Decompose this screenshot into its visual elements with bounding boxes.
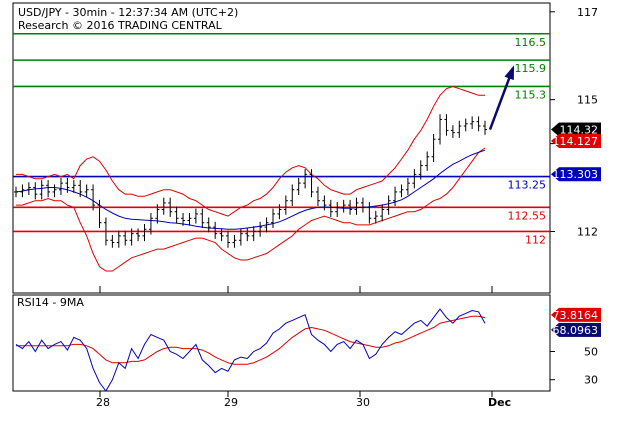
pivot-badge-pointer: [551, 167, 559, 182]
pivot-badge-bg: [559, 167, 601, 182]
forecast-arrow: [488, 65, 515, 130]
chart-credit: Research © 2016 TRADING CENTRAL: [18, 19, 223, 32]
rsi-lines: [15, 308, 486, 392]
rsi-ma-badge: 68.0963: [553, 324, 599, 337]
bollinger-lower-line: [16, 147, 486, 272]
rsi-ma-badge-bg: [559, 322, 601, 337]
rsi-ma-badge-pointer: [551, 322, 559, 337]
time-axis: 28 29 30 Dec: [96, 286, 511, 409]
price-tick-label: 112: [577, 225, 598, 238]
secondary-price-badge: 114.127: [553, 135, 599, 148]
bollinger-upper-line: [16, 85, 485, 217]
rsi-title: RSI14 - 9MA: [17, 296, 84, 309]
time-tick-label: 30: [356, 396, 370, 409]
rsi-panel: [12, 294, 551, 392]
level-labels: 116.5 115.9 115.3 113.25 112.55 112: [508, 36, 547, 247]
secondary-price-badge-bg: [559, 134, 601, 149]
price-tick-label: 115: [577, 94, 598, 107]
price-axis: 117115114112: [550, 6, 598, 238]
time-tick-label: 29: [224, 396, 238, 409]
level-label: 115.9: [515, 62, 547, 75]
level-label: 113.25: [508, 179, 547, 192]
price-panel: [12, 2, 551, 294]
moving-average-line: [15, 149, 486, 230]
last-price-badge-bg: [559, 122, 601, 137]
rsi-badge-bg: [559, 307, 601, 322]
chart-title: USD/JPY - 30min - 12:37:34 AM (UTC+2): [18, 6, 238, 19]
rsi-ma-line: [16, 315, 486, 365]
rsi-badge: 73.8164: [553, 309, 599, 322]
rsi-tick-label: 50: [584, 345, 598, 358]
rsi-axis: 50 30: [550, 345, 598, 387]
level-label: 115.3: [515, 88, 547, 101]
level-label: 112.55: [508, 209, 547, 222]
rsi-badges: 73.8164 68.0963: [551, 307, 601, 337]
price-bars: [14, 114, 487, 248]
last-price-badge: 114.32: [560, 124, 599, 137]
forecast-arrow-head: [504, 65, 515, 81]
time-tick-label: Dec: [488, 396, 511, 409]
level-label: 116.5: [515, 36, 547, 49]
price-tick-label: 117: [577, 6, 598, 19]
pivot-badge: 113.303: [553, 168, 599, 181]
secondary-price-badge-pointer: [551, 134, 559, 149]
rsi-line: [15, 308, 486, 392]
rsi-badge-pointer: [551, 307, 559, 322]
level-label: 112: [525, 233, 546, 246]
time-tick-label: 28: [96, 396, 110, 409]
rsi-tick-label: 30: [584, 374, 598, 387]
last-price-badge-pointer: [551, 122, 559, 137]
bollinger-bands: [15, 85, 486, 272]
